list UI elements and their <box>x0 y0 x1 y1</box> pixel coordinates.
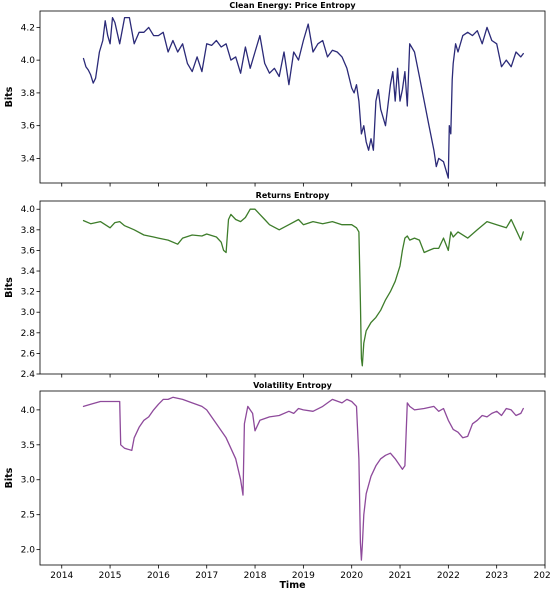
x-tick-label: 2023 <box>485 571 508 581</box>
panel-title: Returns Entropy <box>256 191 330 200</box>
y-tick-label: 2.0 <box>21 546 36 556</box>
y-tick-label: 3.8 <box>21 89 36 99</box>
y-tick-label: 3.5 <box>21 441 35 451</box>
x-tick-label: 2020 <box>340 571 363 581</box>
y-tick-label: 3.2 <box>21 288 35 298</box>
chart-panel-2: Returns Entropy Bits 2.4 2.6 2.8 3.0 3.2 3.4 3.6… <box>4 191 546 380</box>
x-tick-label: 2018 <box>244 571 267 581</box>
x-tick-label: 2021 <box>389 571 412 581</box>
plot-frame <box>39 390 546 566</box>
plot-frame <box>39 200 546 375</box>
series-line-1 <box>82 16 524 179</box>
plot-frame <box>39 10 546 184</box>
panel-title: Clean Energy: Price Entropy <box>229 1 356 10</box>
y-tick-label: 4.0 <box>21 406 36 416</box>
y-tick-label: 3.4 <box>21 267 36 277</box>
x-tick-label: 2017 <box>195 571 218 581</box>
y-axis-label: Bits <box>4 467 15 488</box>
series-line-1 <box>82 208 524 367</box>
y-tick-label: 3.0 <box>21 476 36 486</box>
x-axis-label: Time <box>279 580 305 589</box>
x-tick-label: 2015 <box>99 571 122 581</box>
y-tick-label: 2.6 <box>21 349 36 359</box>
y-tick-label: 3.0 <box>21 308 36 318</box>
y-tick-label: 3.6 <box>21 246 36 256</box>
y-tick-label: 3.4 <box>21 154 36 164</box>
x-tick-label: 2019 <box>292 571 315 581</box>
x-tick-label: 2014 <box>50 571 73 581</box>
y-axis-label: Bits <box>4 277 15 298</box>
y-tick-label: 3.8 <box>21 226 36 236</box>
chart-panel-3: Volatility Entropy Bits 2.0 2.5 3.0 3.5 4.0 201… <box>4 381 550 589</box>
y-tick-label: 4.2 <box>21 23 35 33</box>
x-tick-label: 2024 <box>534 571 550 581</box>
y-tick-label: 3.6 <box>21 122 36 132</box>
x-tick-label: 2016 <box>147 571 170 581</box>
y-tick-label: 2.8 <box>21 329 36 339</box>
chart-panel-1: Clean Energy: Price Entropy Bits 3.4 3.6 3.8… <box>4 1 546 187</box>
y-tick-label: 2.5 <box>21 511 35 521</box>
y-tick-label: 4.0 <box>21 56 36 66</box>
y-tick-label: 4.0 <box>21 205 36 215</box>
x-tick-label: 2022 <box>437 571 460 581</box>
y-tick-label: 2.4 <box>21 370 36 380</box>
series-line-1 <box>82 396 524 561</box>
panel-title: Volatility Entropy <box>253 381 332 390</box>
y-axis-label: Bits <box>4 86 15 107</box>
